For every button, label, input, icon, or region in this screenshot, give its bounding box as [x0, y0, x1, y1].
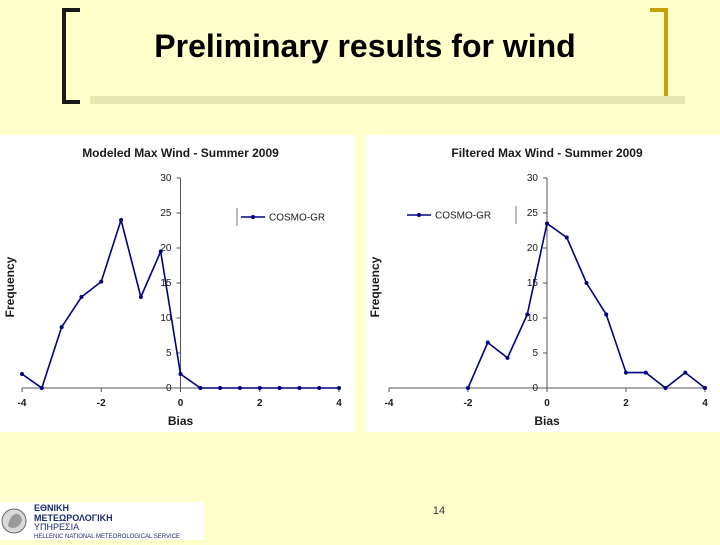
logo-line-4: HELLENIC NATIONAL METEOROLOGICAL SERVICE	[34, 534, 180, 540]
data-point	[59, 325, 64, 330]
data-point	[257, 386, 262, 390]
data-point	[466, 386, 470, 390]
chart-title: Filtered Max Wind - Summer 2009	[451, 146, 643, 160]
y-tick-label: 0	[166, 383, 172, 394]
y-tick-label: 30	[160, 173, 172, 184]
data-point	[39, 386, 44, 390]
y-axis-label: Frequency	[3, 256, 17, 317]
data-point	[99, 279, 104, 284]
title-underline-bar	[90, 96, 685, 104]
modeled-max-wind-chart: Modeled Max Wind - Summer 2009 -4 -2 0 2 4 0 5 1…	[3, 146, 342, 428]
data-point	[584, 281, 589, 285]
filtered-chart-panel: Filtered Max Wind - Summer 2009 -4 -2 0 2 4 0 5…	[365, 135, 720, 432]
x-tick-label: 0	[178, 398, 184, 409]
x-tick-label: 4	[702, 398, 708, 409]
data-point	[138, 295, 143, 299]
left-bracket-decoration	[62, 8, 80, 104]
x-axis-label: Bias	[168, 414, 194, 428]
data-point	[178, 372, 183, 376]
y-tick-label: 30	[527, 173, 539, 184]
x-tick-label: 4	[336, 398, 342, 409]
y-tick-label: 0	[532, 383, 538, 394]
x-tick-label: 2	[257, 398, 263, 409]
x-tick-label: 0	[544, 398, 550, 409]
legend-label: COSMO-GR	[435, 211, 491, 222]
data-point	[624, 370, 628, 375]
data-point	[297, 386, 302, 390]
legend-marker	[417, 213, 421, 217]
x-tick-label: -4	[18, 398, 27, 409]
data-point	[158, 249, 163, 254]
logo-emblem-icon: ΕΘΝΙΚΗ ΜΕΤΕΩΡΟΛΟΓΙΚΗ ΥΠΗΡΕΣΙΑ HELLENIC N…	[1, 503, 180, 540]
hnms-logo: ΕΘΝΙΚΗ ΜΕΤΕΩΡΟΛΟΓΙΚΗ ΥΠΗΡΕΣΙΑ HELLENIC N…	[0, 502, 204, 540]
x-axis-label: Bias	[534, 414, 560, 428]
data-point	[198, 386, 203, 390]
logo-line-3: ΥΠΗΡΕΣΙΑ	[34, 522, 79, 532]
y-tick-label: 10	[160, 313, 172, 324]
data-point	[703, 386, 707, 390]
filtered-max-wind-chart: Filtered Max Wind - Summer 2009 -4 -2 0 2 4 0 5…	[368, 146, 708, 428]
data-point	[564, 235, 569, 240]
y-tick-label: 20	[160, 243, 172, 254]
data-point	[237, 386, 242, 390]
y-tick-label: 20	[527, 243, 539, 254]
data-point	[317, 386, 322, 390]
y-tick-label: 5	[532, 348, 538, 359]
data-point	[119, 218, 124, 222]
series-line	[467, 222, 706, 390]
y-tick-label: 5	[166, 348, 172, 359]
data-point	[337, 386, 341, 390]
y-tick-label: 15	[527, 278, 539, 289]
y-axis-label: Frequency	[368, 256, 382, 317]
chart-title: Modeled Max Wind - Summer 2009	[82, 146, 279, 160]
data-point	[643, 370, 648, 375]
logo-line-2: ΜΕΤΕΩΡΟΛΟΓΙΚΗ	[34, 513, 113, 523]
data-point	[663, 386, 668, 390]
legend-label: COSMO-GR	[269, 213, 325, 224]
data-point	[525, 312, 530, 317]
data-point	[277, 386, 282, 390]
x-tick-label: -4	[385, 398, 394, 409]
page-number: 14	[432, 505, 446, 517]
logo-line-1: ΕΘΝΙΚΗ	[34, 503, 69, 513]
legend-marker	[251, 215, 255, 219]
modeled-chart-panel: Modeled Max Wind - Summer 2009 -4 -2 0 2 4 0 5 1…	[0, 135, 355, 432]
y-tick-label: 25	[160, 208, 172, 219]
y-tick-label: 25	[527, 208, 539, 219]
data-point	[604, 312, 609, 317]
y-tick-label: 10	[527, 313, 539, 324]
x-tick-label: 2	[623, 398, 629, 409]
data-point	[485, 340, 490, 345]
data-point	[20, 372, 24, 376]
data-point	[79, 295, 84, 299]
data-point	[683, 370, 688, 375]
slide-title: Preliminary results for wind	[154, 28, 576, 64]
x-tick-label: -2	[97, 398, 106, 409]
data-point	[505, 355, 510, 360]
x-tick-label: -2	[464, 398, 473, 409]
data-point	[545, 221, 549, 226]
data-point	[218, 386, 223, 390]
